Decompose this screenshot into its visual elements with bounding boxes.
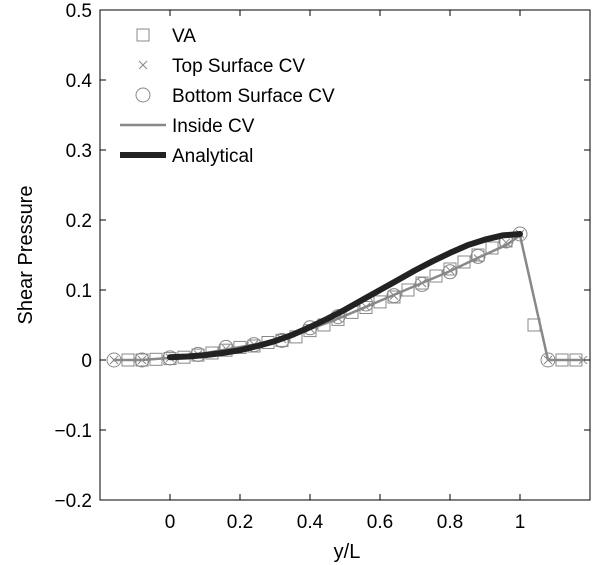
y-tick-label: 0.3 [66,141,92,162]
legend-label: Top Surface CV [172,56,305,77]
y-tick-label: 0 [81,351,92,372]
y-tick-label: 0.1 [66,281,92,302]
x-tick-label: 0.8 [437,512,463,533]
legend-label: VA [172,26,196,47]
data-point [386,288,402,304]
x-tick-label: 0 [165,512,176,533]
series-analytical [167,231,523,361]
legend-item: VA [136,26,196,47]
y-tick-label: −0.2 [54,491,92,512]
series-line [167,231,523,361]
legend-swatch [136,28,150,42]
series-layer [106,226,588,368]
y-tick-label: −0.1 [54,421,92,442]
x-tick-label: 1 [515,512,526,533]
legend-label: Bottom Surface CV [172,86,335,107]
plot-frame [99,9,591,501]
legend-label: Inside CV [172,116,255,137]
legend-swatch [135,87,151,103]
data-point [373,295,387,309]
data-point [429,269,443,283]
legend-item: Inside CV [120,116,255,137]
y-tick-label: 0.2 [66,211,92,232]
y-tick-label: 0.5 [66,1,92,22]
legend: VA Top Surface CV Bottom Surface CV Inside … [120,26,335,167]
data-point [442,264,458,280]
legend-swatch [138,60,148,70]
axes-layer: 0 0.2 0.4 0.6 0.8 1 −0.2 −0.1 0 0.1 0.2 0.3 0.4 0.5 [54,1,590,533]
x-axis-label: y/L [334,541,361,563]
data-point [401,283,415,297]
legend-item: Bottom Surface CV [135,86,335,107]
data-point [414,276,430,292]
x-tick-label: 0.4 [297,512,324,533]
plot-area [99,9,591,501]
y-axis-label: Shear Pressure [15,186,37,325]
y-tick-label: 0.4 [66,71,93,92]
x-tick-label: 0.6 [367,512,393,533]
legend-label: Analytical [172,146,253,167]
x-tick-label: 0.2 [227,512,253,533]
legend-item: Analytical [120,146,253,167]
data-point [470,248,486,264]
legend-item: Top Surface CV [138,56,305,77]
